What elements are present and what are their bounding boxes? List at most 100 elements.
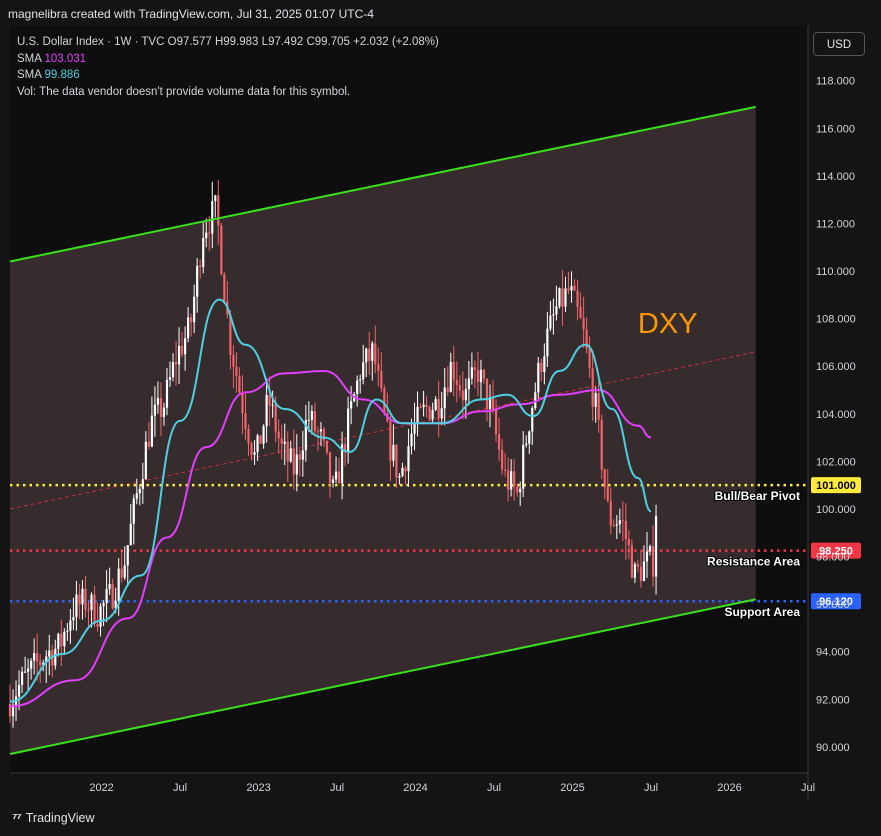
candle-body xyxy=(334,471,338,480)
candle-body xyxy=(265,394,268,427)
level-label: Resistance Area xyxy=(707,555,800,569)
candle-body xyxy=(458,384,461,391)
candle-body xyxy=(564,288,567,307)
candle-body xyxy=(177,345,181,365)
candle-body xyxy=(99,606,102,627)
candle-body xyxy=(609,500,612,526)
level-label: Support Area xyxy=(724,605,800,619)
symbol-name[interactable]: U.S. Dollar Index · 1W · TVC xyxy=(17,36,165,48)
price-badge xyxy=(811,542,861,559)
candle-body xyxy=(48,650,51,657)
ohlc-open-label: O xyxy=(167,36,177,48)
candle-body xyxy=(286,441,289,462)
candle-body xyxy=(244,413,247,430)
candle-body xyxy=(621,520,624,522)
channel-lower-line xyxy=(9,598,756,755)
candle-body xyxy=(105,589,108,604)
candle-body xyxy=(168,377,172,380)
candle-body xyxy=(211,201,214,234)
candle-body xyxy=(546,328,549,357)
candle-body xyxy=(75,594,78,618)
candle-body xyxy=(313,411,317,432)
candle-body xyxy=(479,369,483,383)
candle-body xyxy=(425,404,428,407)
candle-body xyxy=(117,568,120,601)
candle-body xyxy=(416,406,419,424)
candle-body xyxy=(217,195,220,226)
candle-body xyxy=(223,274,226,302)
sma-long-line xyxy=(9,369,652,708)
candle-body xyxy=(72,617,75,621)
y-tick-label: 100.000 xyxy=(816,504,856,516)
x-tick-label: 2024 xyxy=(403,782,427,794)
candle-body xyxy=(537,362,540,393)
x-tick-label: Jul xyxy=(801,782,815,794)
ohlc-close: 99.705 xyxy=(314,36,350,48)
candle-body xyxy=(618,520,621,525)
candle-body xyxy=(374,343,377,365)
candle-body xyxy=(455,379,458,385)
candle-body xyxy=(271,404,274,406)
candle-body xyxy=(126,545,129,566)
candle-body xyxy=(8,704,12,717)
candle-body xyxy=(528,431,531,444)
candle-body xyxy=(57,633,60,649)
y-tick-label: 94.000 xyxy=(816,647,850,659)
dxy-annotation: DXY xyxy=(638,308,698,340)
sma-short-legend[interactable]: SMA 99.886 xyxy=(17,67,439,84)
candle-body xyxy=(443,387,446,409)
candle-body xyxy=(316,431,320,433)
candle-body xyxy=(567,288,570,291)
symbol-line[interactable]: U.S. Dollar Index · 1W · TVC O97.577 H99… xyxy=(17,34,439,51)
x-tick-label: Jul xyxy=(487,782,501,794)
candle-body xyxy=(642,561,646,581)
candle-body xyxy=(238,376,241,393)
tradingview-logo[interactable]: ⁷⁷ TradingView xyxy=(12,810,95,825)
candle-body xyxy=(494,409,498,435)
sma-long-legend[interactable]: SMA 103.031 xyxy=(17,51,439,68)
candle-body xyxy=(485,378,489,410)
candle-body xyxy=(301,450,304,460)
candle-body xyxy=(256,435,259,453)
candle-body xyxy=(452,361,455,380)
candle-body xyxy=(180,345,184,355)
candle-body xyxy=(413,423,416,434)
candle-body xyxy=(310,411,313,420)
currency-button[interactable]: USD xyxy=(813,32,865,56)
candle-body xyxy=(603,469,606,488)
candle-body xyxy=(93,594,96,625)
candle-body xyxy=(129,523,132,546)
candle-body xyxy=(150,415,153,447)
candle-body xyxy=(627,538,630,546)
candle-body xyxy=(552,314,555,316)
candle-body xyxy=(597,393,600,420)
candle-body xyxy=(135,493,138,499)
chart-legend: U.S. Dollar Index · 1W · TVC O97.577 H99… xyxy=(17,34,439,100)
candle-body xyxy=(337,471,341,484)
x-tick-label: 2026 xyxy=(717,782,741,794)
candle-body xyxy=(295,454,298,475)
candle-body xyxy=(576,290,579,308)
candle-body xyxy=(280,438,283,444)
candle-body xyxy=(624,520,627,539)
candle-body xyxy=(531,408,534,432)
y-tick-label: 116.000 xyxy=(816,123,855,135)
candle-body xyxy=(404,467,407,472)
candle-body xyxy=(292,448,295,475)
y-tick-label: 118.000 xyxy=(816,76,855,88)
x-tick-label: 2022 xyxy=(89,782,113,794)
candle-body xyxy=(235,366,238,377)
candle-body xyxy=(428,406,431,420)
candle-body xyxy=(350,401,353,409)
sma-short-line xyxy=(9,298,652,703)
candle-body xyxy=(11,704,15,717)
candle-body xyxy=(274,404,277,432)
candle-body xyxy=(500,449,504,470)
x-tick-label: Jul xyxy=(173,782,187,794)
ohlc-low: 97.492 xyxy=(268,36,304,48)
candle-body xyxy=(187,317,190,339)
candle-body xyxy=(636,564,640,567)
candle-body xyxy=(229,314,232,355)
candle-body xyxy=(410,433,413,447)
